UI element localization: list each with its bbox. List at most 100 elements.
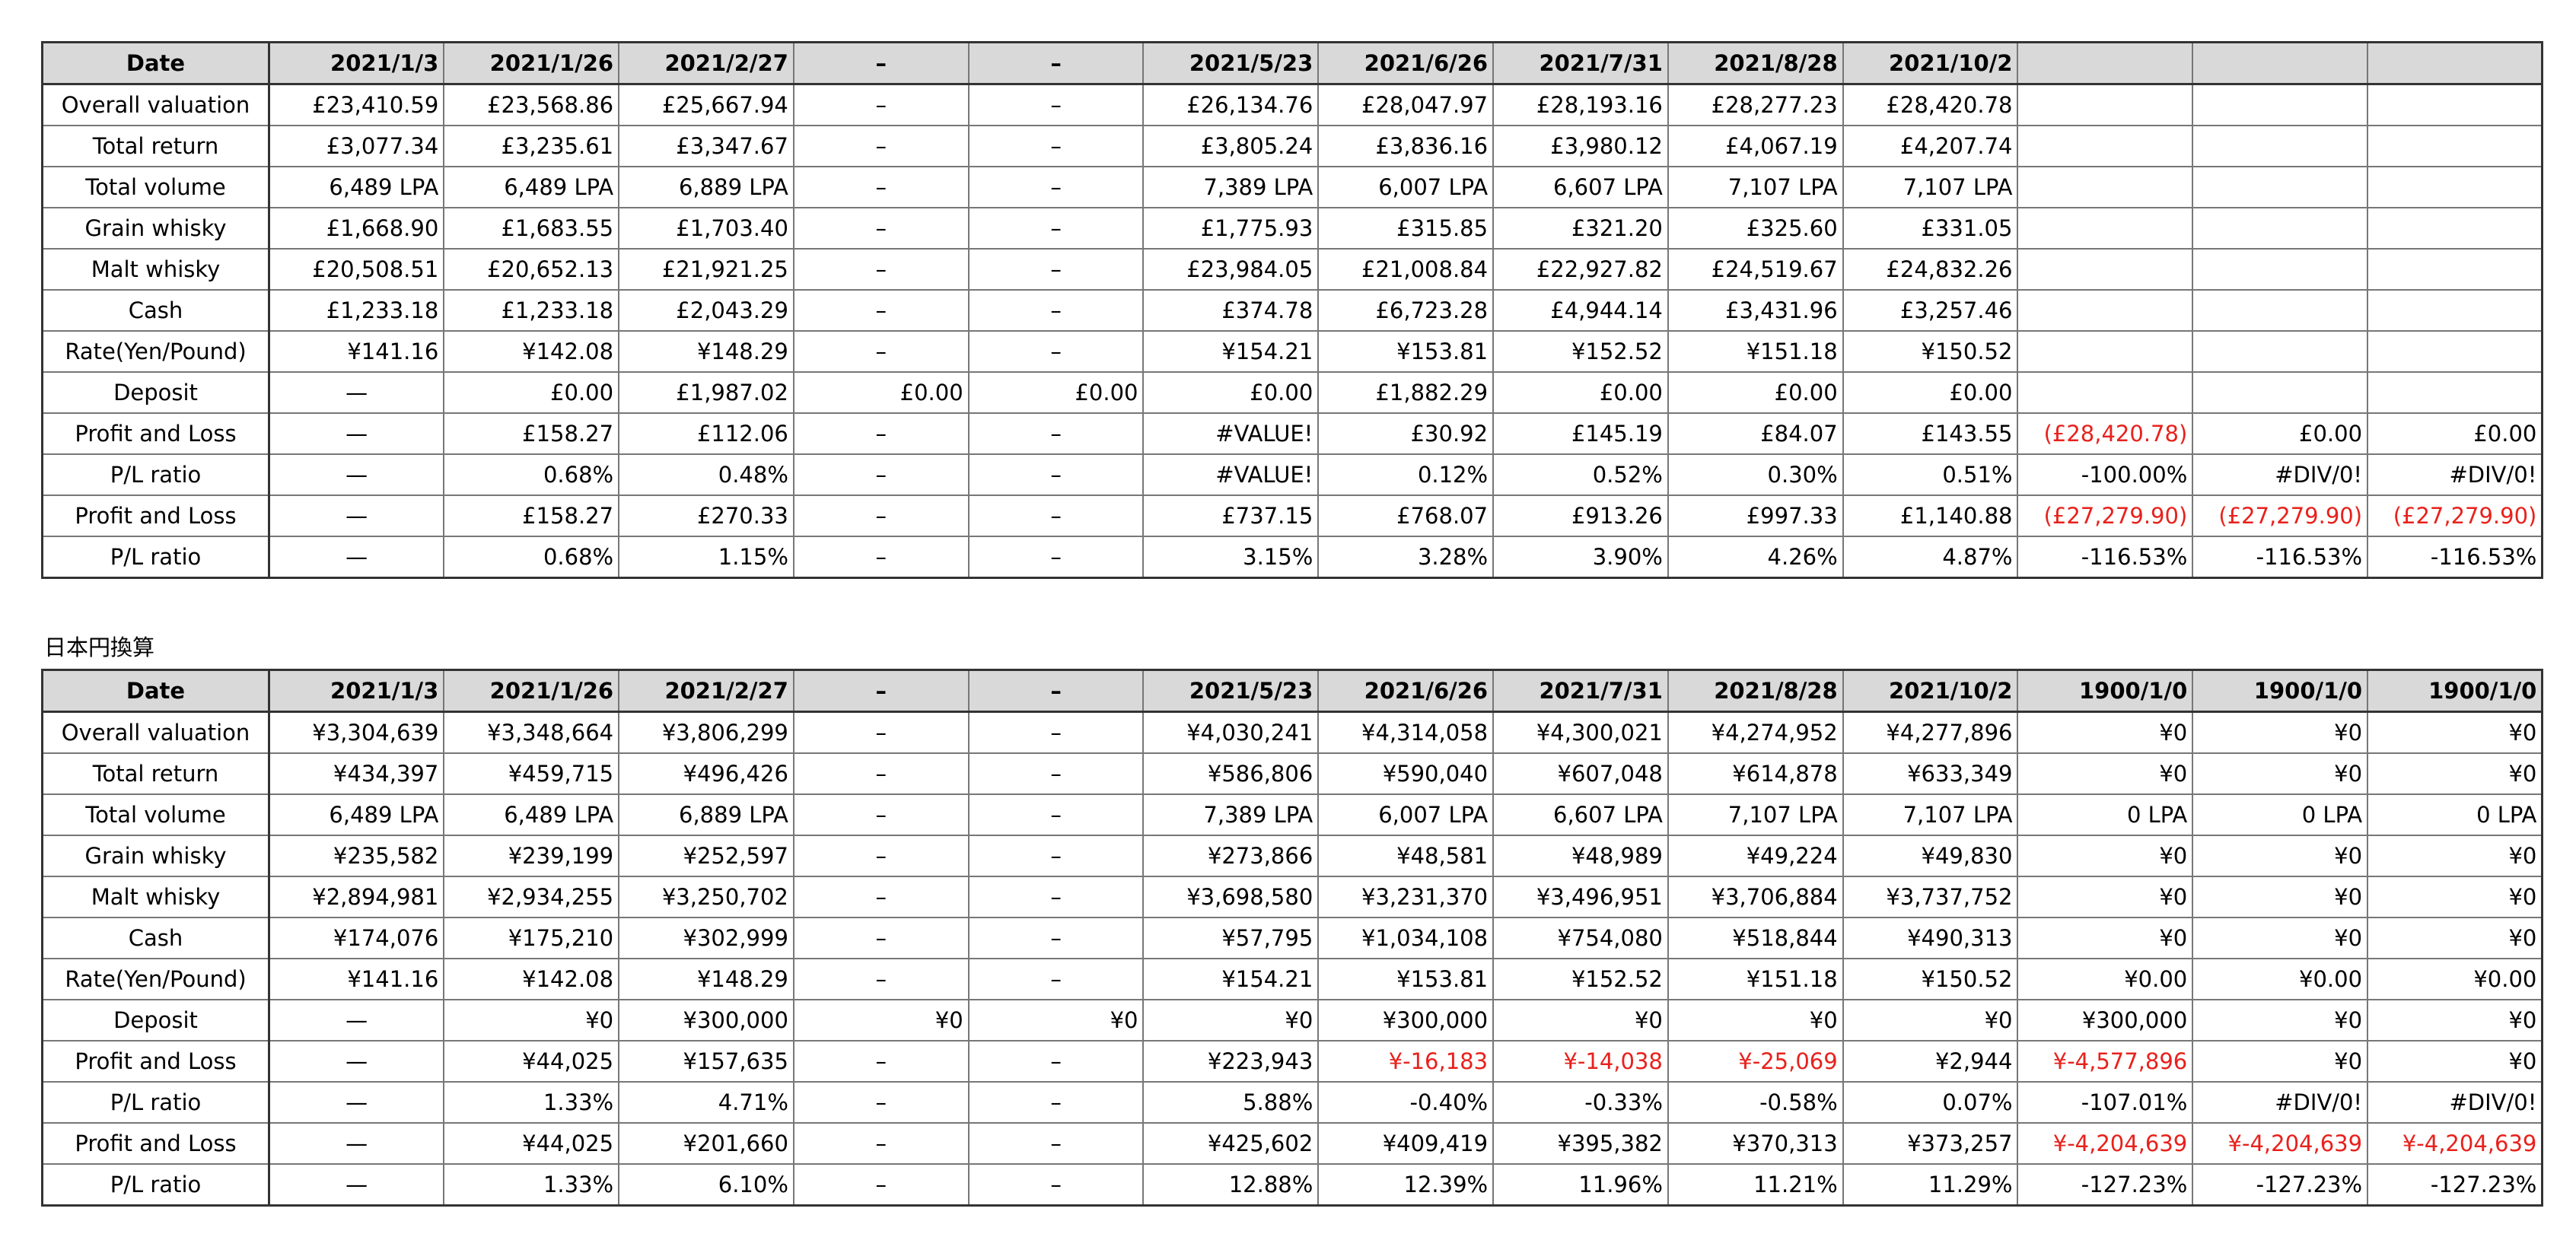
cell: –	[967, 412, 1145, 455]
cell: ¥175,210	[443, 917, 620, 959]
cell: –	[792, 917, 970, 959]
cell: -127.23%	[2367, 1163, 2543, 1207]
cell: £1,233.18	[268, 289, 445, 332]
cell: –	[792, 958, 970, 1000]
cell: ¥0	[2367, 999, 2543, 1042]
cell: £1,703.40	[618, 207, 794, 250]
date-header: 2021/1/3	[268, 41, 445, 85]
cell: -0.40%	[1317, 1081, 1495, 1124]
cell: –	[967, 536, 1145, 579]
cell: 7,107 LPA	[1842, 166, 2019, 208]
cell	[2367, 125, 2543, 167]
cell: –	[792, 536, 970, 579]
data-row: Grain whisky ¥235,582 ¥239,199 ¥252,597– – ¥2…	[41, 835, 2543, 877]
cell	[2367, 166, 2543, 208]
cell: –	[792, 289, 970, 332]
cell: ¥153.81	[1317, 330, 1495, 373]
cell: £158.27	[443, 412, 620, 455]
row-label: Total volume	[41, 166, 270, 208]
cell: ¥373,257	[1842, 1122, 2019, 1165]
cell: 12.88%	[1142, 1163, 1320, 1207]
cell: ¥48,989	[1492, 835, 1669, 877]
cell: 0.68%	[443, 453, 620, 496]
cell: 6,889 LPA	[618, 166, 794, 208]
cell: £3,257.46	[1842, 289, 2019, 332]
date-header: 2021/1/26	[443, 41, 620, 85]
cell: –	[967, 248, 1145, 291]
cell: 12.39%	[1317, 1163, 1495, 1207]
cell: 1.33%	[443, 1163, 620, 1207]
cell: ¥142.08	[443, 330, 620, 373]
cell: £4,944.14	[1492, 289, 1669, 332]
cell: £0.00	[1842, 371, 2019, 414]
cell: £3,836.16	[1317, 125, 1495, 167]
row-label: Total return	[41, 752, 270, 795]
cell: £3,431.96	[1667, 289, 1844, 332]
cell: 6,007 LPA	[1317, 793, 1495, 836]
row-label: Overall valuation	[41, 83, 270, 126]
cell: ¥607,048	[1492, 752, 1669, 795]
cell: ¥174,076	[268, 917, 445, 959]
cell: –	[967, 876, 1145, 918]
cell: –	[792, 1122, 970, 1165]
cell: -116.53%	[2367, 536, 2543, 579]
cell: –	[792, 125, 970, 167]
row-label: Grain whisky	[41, 207, 270, 250]
cell: ¥4,030,241	[1142, 711, 1320, 754]
cell: ¥0	[2192, 917, 2369, 959]
cell: –	[967, 83, 1145, 126]
cell: —	[268, 453, 445, 496]
cell: ¥153.81	[1317, 958, 1495, 1000]
cell: ¥4,314,058	[1317, 711, 1495, 754]
cell: £0.00	[1667, 371, 1844, 414]
data-row: Profit and Loss — ¥44,025 ¥201,660– – ¥425,60…	[41, 1122, 2543, 1165]
cell: £30.92	[1317, 412, 1495, 455]
row-label: Profit and Loss	[41, 1040, 270, 1083]
cell: £331.05	[1842, 207, 2019, 250]
column-header: Date	[41, 669, 270, 713]
date-header: 2021/6/26	[1317, 41, 1495, 85]
cell: –	[792, 1163, 970, 1207]
data-row: Total return £3,077.34 £3,235.61 £3,347.67–…	[41, 125, 2543, 167]
cell: –	[967, 1122, 1145, 1165]
cell: ¥4,274,952	[1667, 711, 1844, 754]
cell	[2017, 166, 2194, 208]
cell: ¥252,597	[618, 835, 794, 877]
cell: -116.53%	[2192, 536, 2369, 579]
cell: –	[967, 917, 1145, 959]
date-header: 1900/1/0	[2367, 669, 2543, 713]
cell: –	[967, 495, 1145, 537]
data-row: Profit and Loss — £158.27 £270.33– – £737.15 £…	[41, 495, 2543, 537]
cell: £23,984.05	[1142, 248, 1320, 291]
cell: ¥300,000	[2017, 999, 2194, 1042]
data-row: P/L ratio —1.33% 6.10% – –12.88% 12.39% 11.96%…	[41, 1163, 2543, 1207]
cell: £6,723.28	[1317, 289, 1495, 332]
cell: –	[967, 793, 1145, 836]
data-row: Deposit — £0.00 £1,987.02 £0.00 £0.00 £0.00 £1,…	[41, 371, 2543, 414]
cell: £158.27	[443, 495, 620, 537]
cell: ¥754,080	[1492, 917, 1669, 959]
cell: ¥48,581	[1317, 835, 1495, 877]
cell: 0 LPA	[2192, 793, 2369, 836]
cell: (£28,420.78)	[2017, 412, 2194, 455]
cell: 7,107 LPA	[1842, 793, 2019, 836]
cell: ¥157,635	[618, 1040, 794, 1083]
cell: ¥0	[1142, 999, 1320, 1042]
cell: £325.60	[1667, 207, 1844, 250]
cell: £4,207.74	[1842, 125, 2019, 167]
cell: —	[268, 412, 445, 455]
data-row: P/L ratio —0.68% 1.15% – –3.15% 3.28% 3.90% 4.2…	[41, 536, 2543, 579]
cell: £28,193.16	[1492, 83, 1669, 126]
cell: ¥-14,038	[1492, 1040, 1669, 1083]
cell: £145.19	[1492, 412, 1669, 455]
cell	[2367, 330, 2543, 373]
cell: ¥-25,069	[1667, 1040, 1844, 1083]
cell: ¥0	[2017, 752, 2194, 795]
row-label: Deposit	[41, 999, 270, 1042]
cell: ¥0	[2367, 876, 2543, 918]
cell: ¥2,894,981	[268, 876, 445, 918]
cell: ¥2,934,255	[443, 876, 620, 918]
cell: –	[967, 1163, 1145, 1207]
header-row: Date 2021/1/3 2021/1/26 2021/2/27– –2021/5/2…	[41, 41, 2543, 85]
cell: 0.68%	[443, 536, 620, 579]
